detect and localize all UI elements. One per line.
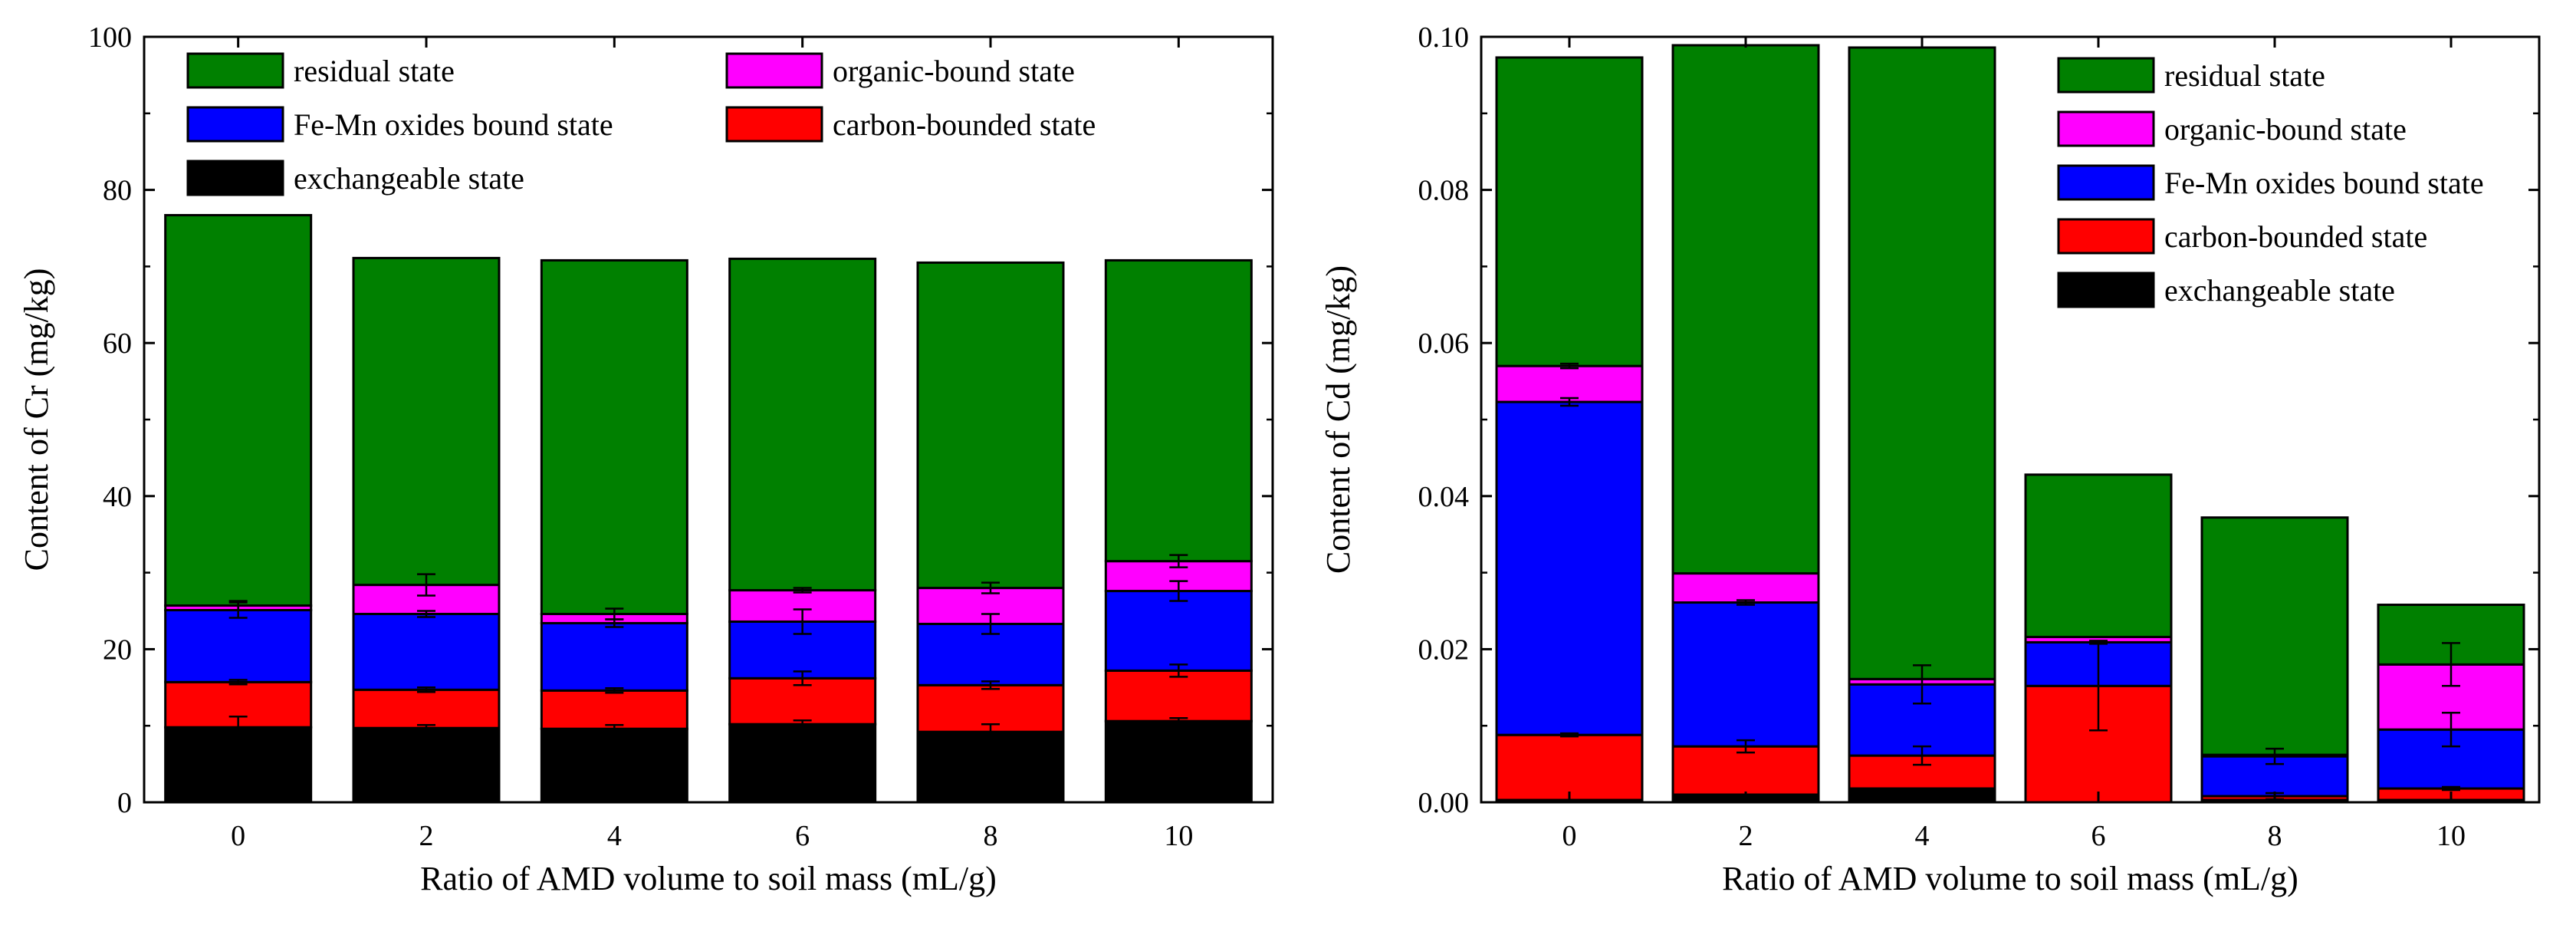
legend-swatch-exchangeable-state (186, 160, 284, 196)
bar-exchangeable-state-8 (916, 730, 1065, 804)
plot-frame (143, 35, 1274, 804)
y-tick-label: 0.10 (1418, 21, 1470, 54)
legend-label-carbon-bounded-state: carbon-bounded state (2164, 219, 2427, 254)
legend-swatch-carbon-bounded-state (725, 106, 823, 143)
bar-carbon-bounded-state-0 (1495, 733, 1644, 802)
legend-label-organic-bound-state: organic-bound state (833, 54, 1075, 88)
bar-exchangeable-state-2 (352, 726, 501, 804)
bar-exchangeable-state-0 (164, 726, 313, 804)
bar-residual-state-4 (1848, 46, 1996, 680)
legend-swatch-fe-mn-oxides-bound-state (186, 106, 284, 143)
legend-label-residual-state: residual state (294, 54, 455, 88)
y-axis-title: Content of Cd (mg/kg) (1319, 265, 1357, 574)
bar-residual-state-8 (916, 261, 1065, 590)
y-tick-label: 0.08 (1418, 175, 1470, 207)
y-tick-label: 0 (117, 787, 132, 819)
legend-label-residual-state: residual state (2164, 58, 2325, 93)
bar-residual-state-0 (1495, 56, 1644, 367)
x-tick-label: 10 (2436, 820, 2466, 852)
legend-swatch-exchangeable-state (2057, 272, 2155, 308)
x-tick-label: 10 (1164, 820, 1193, 852)
bar-residual-state-8 (2200, 516, 2349, 756)
legend-label-carbon-bounded-state: carbon-bounded state (833, 107, 1096, 142)
bar-fe-mn-oxides-bound-state-0 (164, 609, 313, 683)
bar-organic-bound-state-0 (1495, 364, 1644, 403)
bar-residual-state-6 (728, 257, 877, 592)
y-tick-label: 0.06 (1418, 328, 1470, 360)
bar-carbon-bounded-state-4 (540, 689, 688, 730)
bar-carbon-bounded-state-6 (728, 676, 877, 726)
bar-residual-state-2 (1671, 44, 1820, 575)
bar-fe-mn-oxides-bound-state-0 (1495, 400, 1644, 736)
bar-carbon-bounded-state-2 (352, 688, 501, 729)
chart-cr: 0 20 40 60 80 100 0 2 4 6 8 10 Ratio of AMD volume t… (18, 21, 1274, 897)
y-tick-label: 0.04 (1418, 481, 1470, 513)
legend-swatch-residual-state (2057, 57, 2155, 94)
legend-swatch-organic-bound-state (2057, 110, 2155, 147)
legend-label-organic-bound-state: organic-bound state (2164, 112, 2407, 146)
x-tick-label: 2 (419, 820, 434, 852)
x-tick-label: 0 (231, 820, 245, 852)
bar-fe-mn-oxides-bound-state-2 (352, 612, 501, 691)
bar-exchangeable-state-6 (728, 723, 877, 804)
y-tick-label: 60 (103, 328, 132, 360)
bar-residual-state-6 (2024, 473, 2173, 638)
legend-swatch-carbon-bounded-state (2057, 218, 2155, 255)
legend-label-fe-mn-oxides-bound-state: Fe-Mn oxides bound state (294, 107, 613, 142)
bar-fe-mn-oxides-bound-state-4 (540, 621, 688, 692)
legend-label-exchangeable-state: exchangeable state (2164, 273, 2395, 308)
x-tick-label: 6 (2091, 820, 2106, 852)
bar-fe-mn-oxides-bound-state-2 (1671, 601, 1820, 748)
bar-residual-state-4 (540, 258, 688, 615)
y-tick-label: 0.02 (1418, 634, 1470, 666)
x-axis-title: Ratio of AMD volume to soil mass (mL/g) (420, 860, 997, 897)
x-tick-label: 0 (1562, 820, 1577, 852)
bar-residual-state-10 (1104, 258, 1253, 563)
x-tick-label: 4 (1915, 820, 1930, 852)
bar-residual-state-0 (164, 214, 313, 607)
legend-swatch-organic-bound-state (725, 52, 823, 89)
y-tick-label: 20 (103, 634, 132, 666)
x-tick-label: 8 (984, 820, 998, 852)
bar-carbon-bounded-state-10 (1104, 669, 1253, 723)
legend-swatch-fe-mn-oxides-bound-state (2057, 164, 2155, 201)
bar-exchangeable-state-10 (1104, 719, 1253, 804)
x-axis-title: Ratio of AMD volume to soil mass (mL/g) (1722, 860, 2298, 897)
x-tick-label: 6 (795, 820, 810, 852)
chart-cd: 0.00 0.02 0.04 0.06 0.08 0.10 0 2 4 6 8 10 Ratio of … (1319, 21, 2541, 897)
legend-label-exchangeable-state: exchangeable state (294, 161, 524, 196)
x-tick-label: 8 (2268, 820, 2282, 852)
y-tick-label: 100 (88, 21, 132, 54)
y-tick-label: 40 (103, 481, 132, 513)
bar-residual-state-2 (352, 256, 501, 587)
y-tick-label: 80 (103, 175, 132, 207)
bar-fe-mn-oxides-bound-state-10 (1104, 590, 1253, 672)
bar-exchangeable-state-4 (540, 727, 688, 804)
y-tick-label: 0.00 (1418, 787, 1470, 819)
legend-label-fe-mn-oxides-bound-state: Fe-Mn oxides bound state (2164, 166, 2484, 200)
x-tick-label: 4 (607, 820, 622, 852)
legend-swatch-residual-state (186, 52, 284, 89)
x-tick-label: 2 (1739, 820, 1753, 852)
y-axis-title: Content of Cr (mg/kg) (18, 268, 55, 571)
bar-organic-bound-state-2 (1671, 572, 1820, 604)
bar-carbon-bounded-state-2 (1671, 745, 1820, 796)
